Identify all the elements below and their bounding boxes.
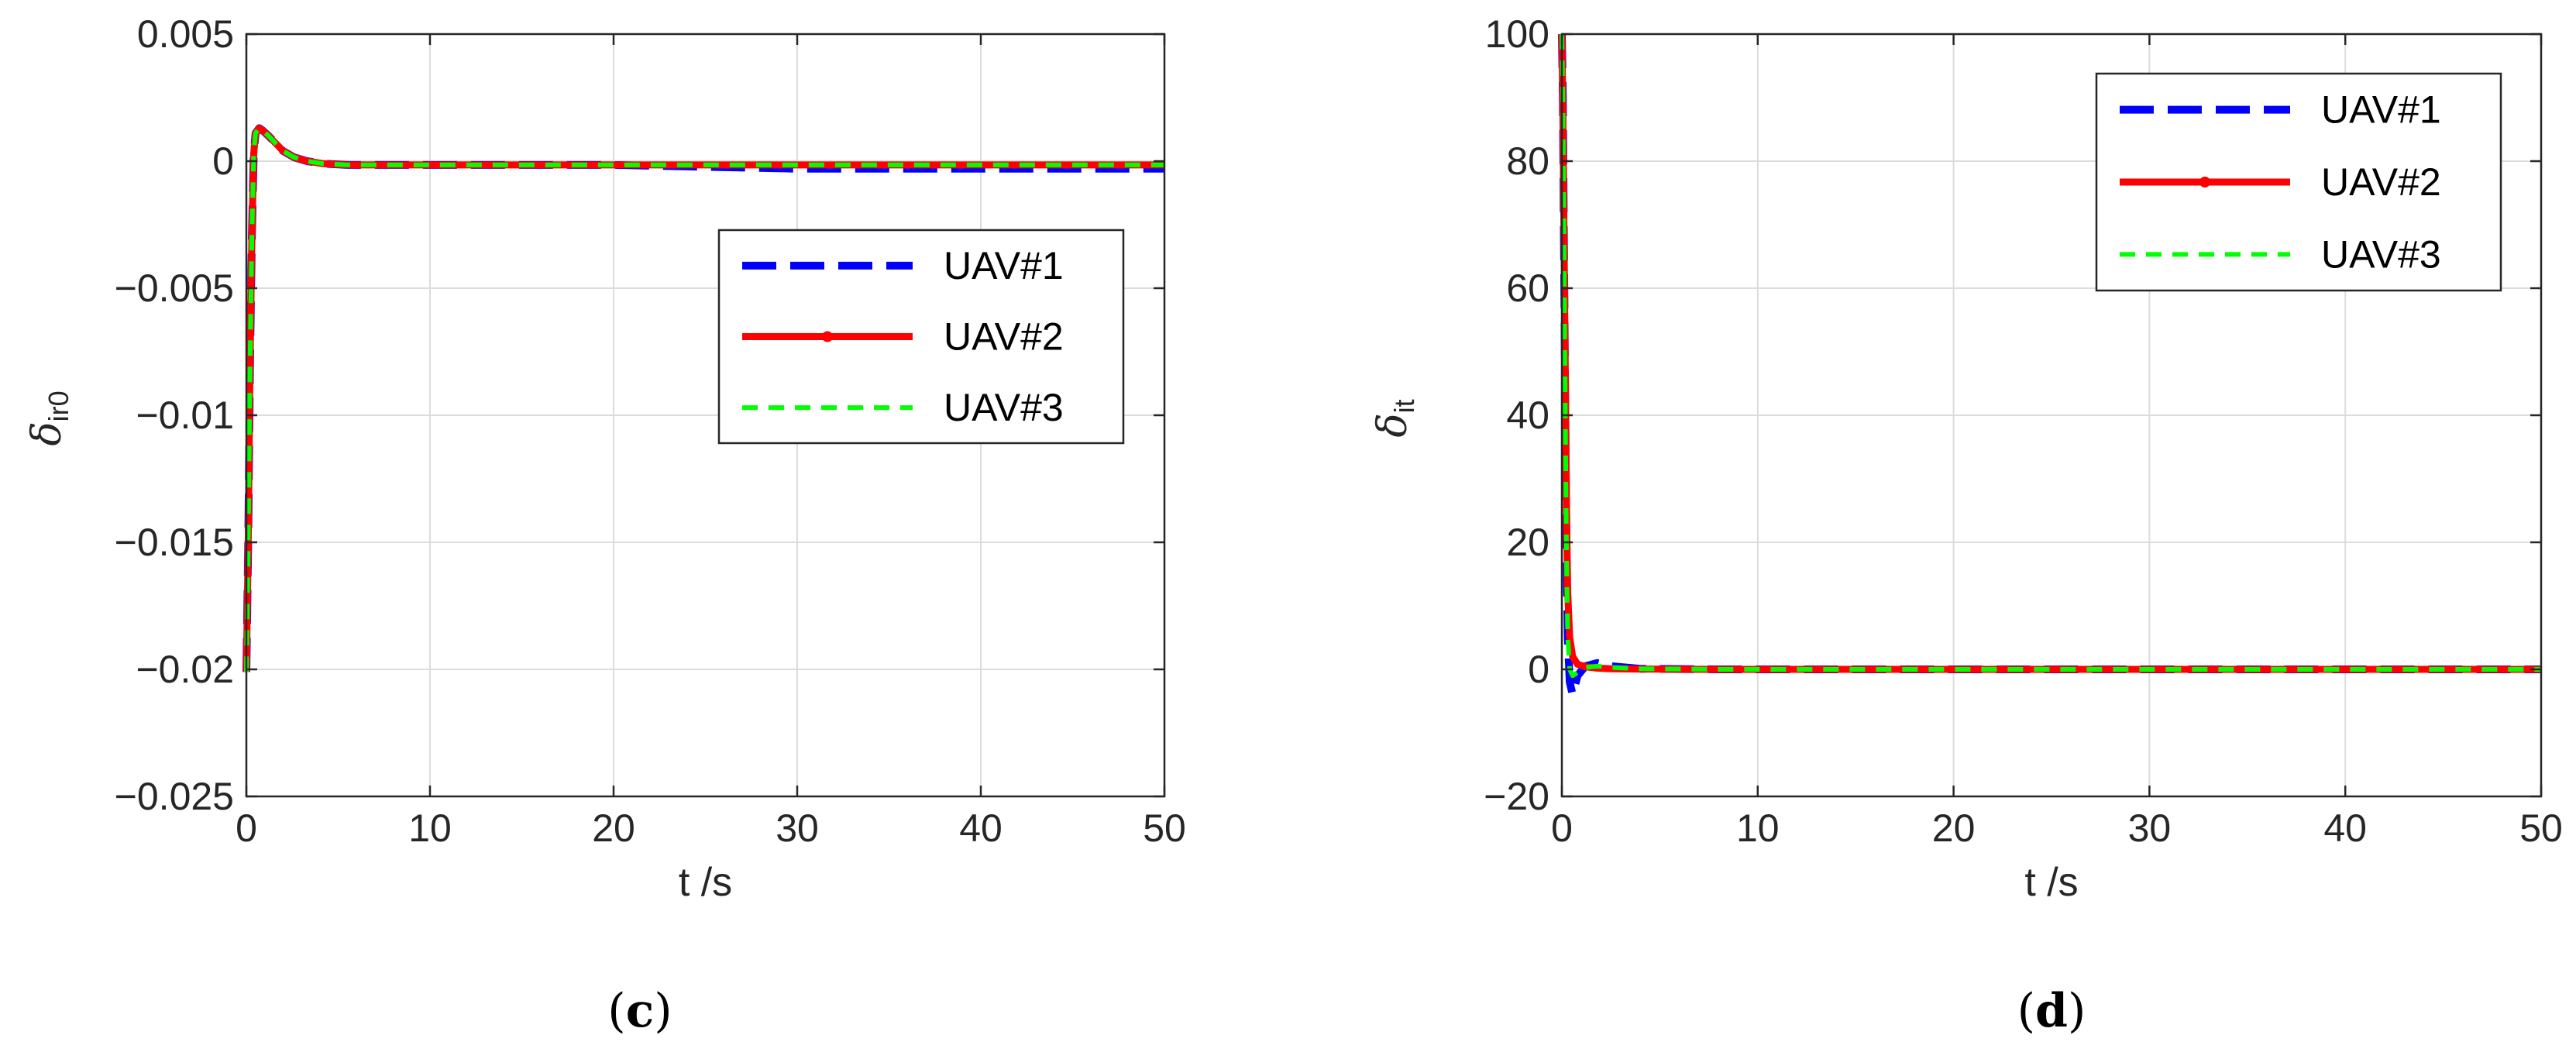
y-tick-label: 0 bbox=[1528, 648, 1549, 691]
chart-c: 0 10 20 30 40 50 0.005 0 −0.005 −0.01 −0.015 −0.02 −… bbox=[24, 12, 1186, 1038]
legend-label: UAV#3 bbox=[2321, 232, 2441, 276]
x-tick-label: 30 bbox=[776, 806, 819, 850]
legend: UAV#1 UAV#2 UAV#3 bbox=[717, 229, 1125, 445]
series-line-uav3 bbox=[244, 126, 1164, 672]
x-axis-label: t /s bbox=[2024, 860, 2078, 905]
panel-caption: (d) bbox=[2017, 984, 2086, 1038]
y-tick-label: −20 bbox=[1484, 775, 1549, 818]
y-tick-label: −0.015 bbox=[115, 521, 234, 564]
x-tick-label: 40 bbox=[2323, 806, 2367, 850]
y-tick-label: 100 bbox=[1485, 12, 1549, 56]
legend: UAV#1 UAV#2 UAV#3 bbox=[2095, 72, 2502, 292]
y-tick-label: −0.02 bbox=[136, 648, 234, 691]
y-tick-label: 0.005 bbox=[137, 12, 234, 56]
y-tick-label: 40 bbox=[1506, 394, 1549, 437]
x-tick-label: 0 bbox=[1551, 806, 1573, 850]
x-tick-label: 10 bbox=[408, 806, 452, 850]
legend-label: UAV#1 bbox=[2321, 88, 2441, 132]
y-tick-label: 0 bbox=[212, 139, 234, 183]
x-axis-label: t /s bbox=[679, 860, 732, 905]
legend-marker bbox=[2199, 177, 2210, 187]
x-tick-label: 0 bbox=[236, 806, 257, 850]
x-tick-label: 10 bbox=[1736, 806, 1780, 850]
legend-label: UAV#2 bbox=[2321, 160, 2441, 204]
y-tick-label: 20 bbox=[1506, 521, 1549, 564]
legend-label: UAV#2 bbox=[944, 315, 1064, 359]
y-axis-label: δit bbox=[1370, 399, 1420, 437]
legend-label: UAV#3 bbox=[944, 386, 1064, 429]
panel-caption: (c) bbox=[607, 984, 672, 1038]
x-tick-label: 40 bbox=[959, 806, 1003, 850]
x-tick-label: 30 bbox=[2128, 806, 2172, 850]
y-axis-label: δir0 bbox=[24, 390, 74, 445]
y-tick-label: 80 bbox=[1506, 139, 1549, 183]
legend-label: UAV#1 bbox=[944, 244, 1064, 287]
x-tick-label: 50 bbox=[1143, 806, 1186, 850]
legend-marker bbox=[822, 331, 833, 342]
x-tick-label: 20 bbox=[1932, 806, 1976, 850]
y-tick-label: −0.005 bbox=[115, 267, 234, 310]
y-tick-label: 60 bbox=[1506, 267, 1549, 310]
x-tick-label: 50 bbox=[2519, 806, 2563, 850]
y-tick-label: −0.01 bbox=[136, 394, 234, 437]
series-line-uav3 bbox=[1560, 33, 2541, 679]
x-tick-label: 20 bbox=[592, 806, 635, 850]
y-tick-label: −0.025 bbox=[115, 775, 234, 818]
